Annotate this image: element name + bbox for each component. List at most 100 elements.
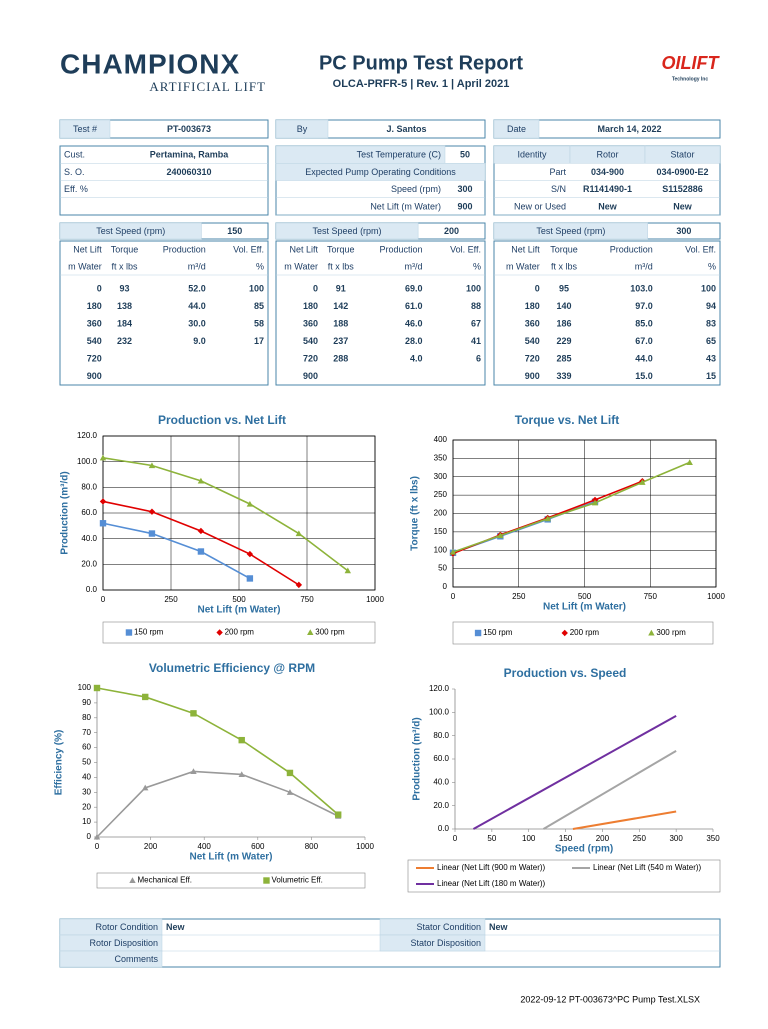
- column-header: Production: [379, 244, 422, 254]
- y-tick-label: 60.0: [81, 508, 97, 517]
- field-value: New: [166, 922, 186, 932]
- legend-label: Linear (Net Lift (540 m Water)): [593, 863, 702, 872]
- data-cell: 285: [557, 354, 572, 364]
- y-tick-label: 20.0: [433, 801, 449, 810]
- chart-title: Production vs. Speed: [504, 666, 627, 680]
- column-header: Torque: [111, 244, 139, 254]
- x-tick-label: 250: [633, 834, 647, 843]
- data-point: [99, 454, 107, 461]
- field-label: Test #: [73, 124, 97, 134]
- data-cell: 100: [466, 284, 481, 294]
- data-cell: 6: [476, 354, 481, 364]
- field-label: Test Speed (rpm): [536, 226, 605, 236]
- legend-box: [96, 872, 366, 889]
- column-header: Torque: [327, 244, 355, 254]
- data-cell: 229: [557, 336, 572, 346]
- y-tick-label: 90: [82, 698, 91, 707]
- x-tick-label: 200: [144, 842, 158, 851]
- column-unit: m Water: [506, 261, 540, 271]
- data-cell: 142: [333, 301, 348, 311]
- y-tick-label: 0: [443, 582, 448, 591]
- x-axis-label: Net Lift (m Water): [543, 602, 626, 613]
- y-tick-label: 200: [434, 509, 448, 518]
- data-point: [197, 548, 205, 555]
- data-cell: 232: [117, 336, 132, 346]
- data-point: [639, 479, 646, 485]
- data-cell: 288: [333, 354, 348, 364]
- data-cell: 4.0: [410, 354, 423, 364]
- field-label: Net Lift (m Water): [370, 201, 441, 211]
- cell-shade: [59, 119, 111, 139]
- y-axis-label: Production (m³/d): [60, 471, 71, 554]
- field-label: Test Temperature (C): [357, 150, 441, 160]
- partner-tagline: Technology Inc: [672, 76, 709, 82]
- data-cell: 360: [303, 319, 318, 329]
- data-point: [686, 459, 693, 465]
- report-title: PC Pump Test Report: [319, 52, 523, 74]
- field-value: New: [489, 922, 509, 932]
- y-tick-label: 40.0: [81, 534, 97, 543]
- y-tick-label: 30: [82, 787, 91, 796]
- y-tick-label: 0: [87, 832, 92, 841]
- field-label: Test Speed (rpm): [313, 226, 382, 236]
- y-tick-label: 100.0: [429, 707, 450, 716]
- data-cell: 15: [706, 371, 716, 381]
- field-value: 300: [457, 184, 472, 194]
- field-value: New: [673, 201, 693, 211]
- legend-box: [102, 621, 376, 644]
- y-tick-label: 50: [82, 758, 91, 767]
- data-cell: 58: [254, 319, 264, 329]
- data-cell: 46.0: [405, 319, 423, 329]
- column-header: Vol. Eff.: [685, 244, 716, 254]
- data-cell: 360: [87, 319, 102, 329]
- y-tick-label: 100: [78, 683, 92, 692]
- data-cell: 188: [333, 319, 348, 329]
- x-tick-label: 800: [305, 842, 319, 851]
- field-value: R1141490-1: [583, 184, 632, 194]
- field-label: By: [297, 124, 308, 134]
- y-tick-label: 300: [434, 472, 448, 481]
- series-line: [96, 687, 339, 816]
- field-label: Stator Disposition: [410, 938, 481, 948]
- field-value: New: [598, 201, 618, 211]
- data-cell: 900: [87, 371, 102, 381]
- field-label: Date: [507, 124, 526, 134]
- data-point: [142, 784, 149, 791]
- data-cell: 138: [117, 301, 132, 311]
- x-tick-label: 150: [559, 834, 573, 843]
- legend-label: Linear (Net Lift (180 m Water)): [437, 879, 546, 888]
- data-cell: 103.0: [630, 284, 653, 294]
- y-tick-label: 60: [82, 743, 91, 752]
- column-header: Identity: [517, 150, 547, 160]
- field-value: S1152886: [662, 184, 703, 194]
- y-tick-label: 350: [434, 453, 448, 462]
- chart-title: Production vs. Net Lift: [158, 413, 286, 427]
- y-axis-label: Production (m³/d): [412, 717, 423, 800]
- cell-shade: [644, 145, 721, 164]
- y-tick-label: 50: [438, 564, 447, 573]
- x-tick-label: 200: [596, 834, 610, 843]
- cell-shade: [275, 163, 486, 181]
- field-label: Eff. %: [64, 184, 88, 194]
- data-cell: 339: [557, 371, 572, 381]
- legend-swatch: [125, 629, 133, 636]
- cell-shade: [493, 222, 648, 240]
- series-line: [452, 461, 691, 553]
- legend-label: 200 rpm: [225, 628, 255, 637]
- data-cell: 94: [706, 301, 716, 311]
- data-cell: 69.0: [405, 284, 423, 294]
- y-tick-label: 20.0: [81, 559, 97, 568]
- data-point: [238, 771, 245, 777]
- data-cell: 540: [525, 336, 540, 346]
- data-cell: 237: [333, 336, 348, 346]
- field-value: 034-0900-E2: [656, 167, 708, 177]
- data-cell: 540: [303, 336, 318, 346]
- y-tick-label: 20: [82, 802, 91, 811]
- x-tick-label: 350: [706, 834, 720, 843]
- legend-label: 150 rpm: [134, 628, 164, 637]
- field-value: 50: [460, 150, 470, 160]
- data-point: [190, 710, 197, 717]
- field-value: PT-003673: [167, 124, 211, 134]
- legend-swatch: [561, 629, 568, 637]
